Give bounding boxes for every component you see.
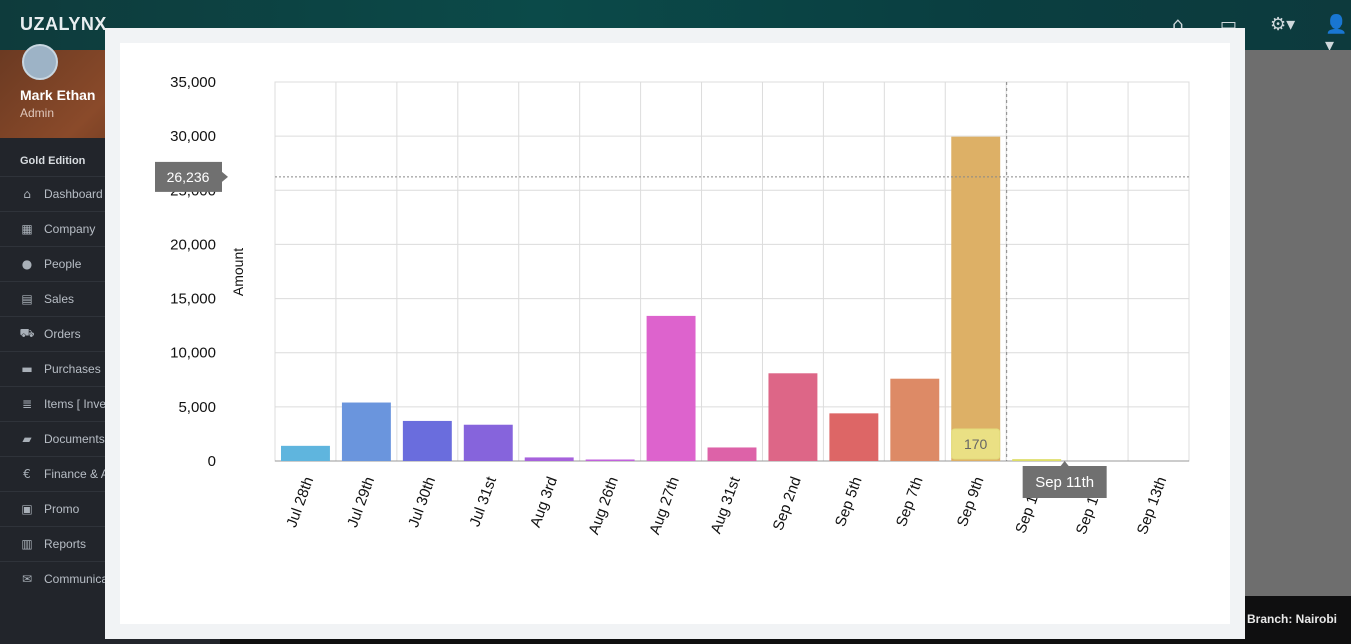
avatar[interactable]	[22, 44, 58, 80]
x-tick-label: Jul 29th	[344, 475, 378, 530]
crosshair-y-label-box	[155, 161, 222, 192]
sidebar-item-label: Dashboard	[44, 187, 103, 201]
chart-modal: 05,00010,00015,00020,00025,00030,00035,0…	[105, 28, 1245, 639]
y-tick-label: 0	[208, 453, 216, 470]
sidebar-item-label: Documents	[44, 432, 105, 446]
sidebar-item-label: Communica	[44, 572, 109, 586]
y-tick-label: 20,000	[170, 236, 216, 253]
profile-name: Mark Ethan	[20, 87, 96, 103]
bar[interactable]	[524, 457, 574, 461]
x-tick-label: Sep 2nd	[770, 475, 805, 533]
bar[interactable]	[1012, 459, 1062, 461]
y-tick-label: 5,000	[178, 399, 216, 416]
bar-tooltip	[951, 428, 1001, 460]
bar[interactable]	[281, 445, 330, 461]
home-icon: ⌂	[23, 187, 31, 201]
crosshair-x-arrow	[1060, 461, 1069, 466]
user-icon[interactable]: 👤▾	[1325, 14, 1348, 56]
home-icon[interactable]: ⌂	[1172, 14, 1184, 35]
y-tick-label: 15,000	[170, 291, 216, 308]
brand-logo[interactable]: UZALYNX	[20, 14, 107, 34]
x-tick-label: Jul 30th	[405, 475, 439, 530]
truck-icon: ▬	[21, 362, 33, 376]
x-tick-label: Jul 28th	[283, 475, 317, 530]
x-tick-label: Aug 26th	[585, 475, 622, 537]
plot-area	[274, 81, 1190, 462]
bar[interactable]	[768, 373, 818, 461]
sidebar-item-label: Sales	[44, 292, 75, 306]
x-tick-label: Sep 9th	[954, 475, 988, 529]
bar-chart[interactable]: 05,00010,00015,00020,00025,00030,00035,0…	[120, 43, 1230, 624]
crosshair-x-label: Sep 11th	[1035, 474, 1094, 491]
gift-icon: ▣	[21, 502, 33, 516]
x-tick-label: Sep 7th	[893, 475, 927, 529]
crosshair-y-label: 26,236	[167, 169, 210, 185]
x-tick-label: Sep 5th	[832, 475, 866, 529]
bar[interactable]	[341, 402, 391, 461]
bar[interactable]	[463, 424, 513, 461]
folder-icon: ▰	[22, 432, 32, 446]
bar[interactable]	[951, 136, 1001, 461]
x-tick-label: Aug 27th	[646, 475, 683, 537]
sidebar-item-label: Promo	[44, 502, 80, 516]
y-tick-label: 10,000	[170, 345, 216, 362]
bar[interactable]	[829, 413, 879, 461]
users-icon: ●	[21, 257, 33, 271]
sidebar-item-label: Company	[44, 222, 96, 236]
sidebar-item-label: Items [ Inve	[44, 397, 107, 411]
chart-panel: 05,00010,00015,00020,00025,00030,00035,0…	[120, 43, 1230, 624]
x-tick-label: Aug 3rd	[527, 475, 561, 530]
sidebar-item-label: Reports	[44, 537, 87, 551]
y-tick-label: 30,000	[170, 128, 216, 145]
crosshair-y-arrow	[222, 171, 228, 182]
bar[interactable]	[402, 420, 452, 461]
y-axis-label: Amount	[230, 248, 246, 296]
bar-tooltip-value: 170	[964, 436, 988, 452]
gear-icon[interactable]: ⚙▾	[1270, 14, 1296, 35]
bar[interactable]	[890, 378, 940, 461]
sidebar-item-label: Finance & A	[44, 467, 109, 481]
bar[interactable]	[585, 459, 635, 462]
x-tick-label: Sep 13th	[1134, 475, 1171, 537]
database-icon: ≣	[21, 397, 33, 411]
bar[interactable]	[707, 447, 757, 461]
cart-icon: ⛟	[19, 326, 35, 340]
profile-role: Admin	[20, 106, 55, 120]
sidebar-item-label: People	[44, 257, 82, 271]
bar-chart-icon: ▥	[21, 537, 33, 551]
crosshair-x-label-box	[1022, 466, 1107, 498]
x-tick-label: Aug 31st	[708, 474, 745, 536]
x-tick-label: Jul 31st	[466, 474, 500, 529]
sidebar-item-label: Orders	[44, 327, 81, 341]
receipt-icon: ▤	[21, 292, 33, 306]
y-tick-label: 35,000	[170, 74, 216, 91]
sidebar-item-label: Purchases	[44, 362, 101, 376]
bar[interactable]	[646, 315, 696, 461]
branch-label: Branch: Nairobi	[1246, 612, 1337, 626]
envelope-icon: ✉	[21, 572, 33, 586]
bank-icon: ▦	[21, 222, 33, 236]
euro-icon: €	[23, 467, 31, 481]
edition-label: Gold Edition	[20, 155, 86, 167]
